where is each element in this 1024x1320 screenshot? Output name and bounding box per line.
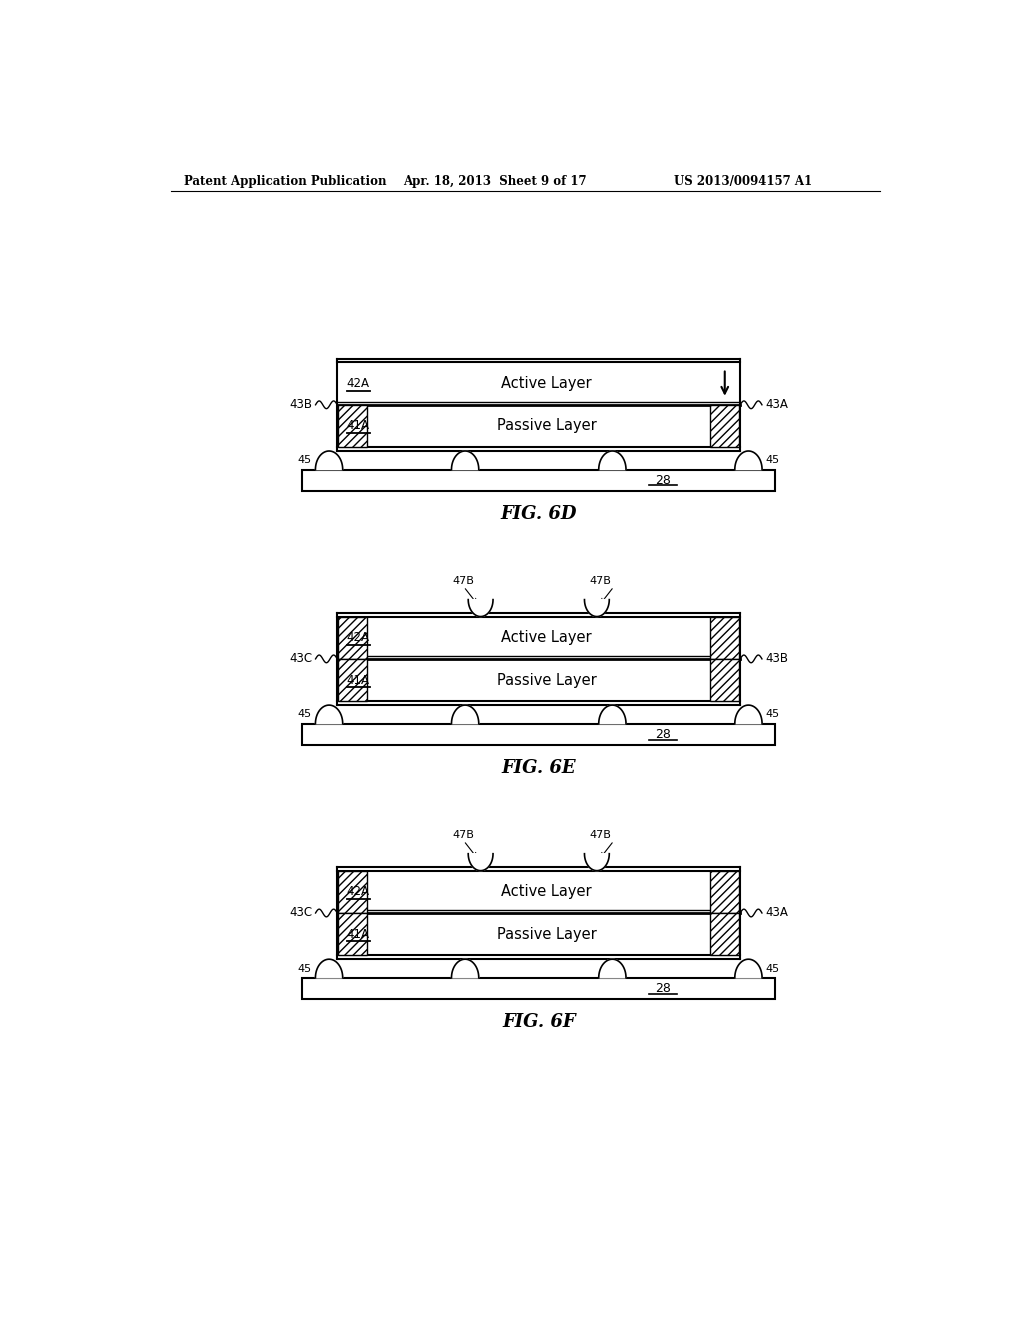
Polygon shape	[452, 705, 479, 723]
Text: 45: 45	[298, 709, 312, 719]
Text: 43B: 43B	[765, 652, 788, 665]
Text: Active Layer: Active Layer	[501, 376, 592, 391]
Bar	[338, 871, 368, 913]
Text: FIG. 6E: FIG. 6E	[502, 759, 577, 777]
Bar	[338, 913, 368, 956]
Text: 43B: 43B	[290, 399, 312, 412]
Text: 28: 28	[654, 729, 671, 741]
Text: FIG. 6D: FIG. 6D	[501, 506, 577, 523]
Polygon shape	[599, 451, 626, 470]
Text: US 2013/0094157 A1: US 2013/0094157 A1	[675, 176, 812, 189]
Bar	[337, 871, 740, 913]
Text: 28: 28	[654, 982, 671, 995]
Bar	[710, 659, 739, 701]
Text: 47A: 47A	[443, 479, 465, 490]
Polygon shape	[452, 451, 479, 470]
Text: 42A: 42A	[347, 378, 370, 391]
Bar	[302, 978, 775, 999]
Text: 45: 45	[766, 964, 779, 974]
Bar	[337, 405, 740, 447]
Text: Passive Layer: Passive Layer	[497, 418, 596, 433]
Text: 47A: 47A	[612, 479, 634, 490]
Bar	[337, 616, 740, 659]
Text: Apr. 18, 2013  Sheet 9 of 17: Apr. 18, 2013 Sheet 9 of 17	[403, 176, 587, 189]
Polygon shape	[735, 960, 762, 978]
Bar	[302, 723, 775, 746]
Polygon shape	[452, 960, 479, 978]
Polygon shape	[585, 599, 609, 616]
Text: 45: 45	[766, 455, 779, 466]
Text: 41A: 41A	[347, 673, 370, 686]
Text: 47A: 47A	[612, 987, 634, 998]
Text: 47A: 47A	[443, 734, 465, 743]
Text: 47B: 47B	[590, 576, 611, 586]
Text: Active Layer: Active Layer	[501, 884, 592, 899]
Polygon shape	[315, 705, 343, 723]
Text: 43A: 43A	[765, 399, 787, 412]
Text: 47A: 47A	[612, 734, 634, 743]
Text: 42A: 42A	[347, 886, 370, 899]
Text: 43C: 43C	[290, 907, 312, 920]
Text: 41A: 41A	[347, 420, 370, 433]
Bar	[338, 405, 368, 447]
Bar	[710, 616, 739, 659]
Polygon shape	[735, 705, 762, 723]
Polygon shape	[468, 854, 493, 871]
Polygon shape	[315, 960, 343, 978]
Bar	[710, 871, 739, 913]
Polygon shape	[468, 599, 493, 616]
Polygon shape	[585, 854, 609, 871]
Text: 45: 45	[298, 964, 312, 974]
Text: 47A: 47A	[443, 987, 465, 998]
Text: Passive Layer: Passive Layer	[497, 927, 596, 941]
Bar	[337, 363, 740, 405]
Text: 45: 45	[298, 455, 312, 466]
Text: 28: 28	[654, 474, 671, 487]
Polygon shape	[599, 960, 626, 978]
Text: 47B: 47B	[453, 830, 474, 840]
Text: FIG. 6F: FIG. 6F	[502, 1014, 575, 1031]
Text: 47B: 47B	[590, 830, 611, 840]
Text: 43C: 43C	[290, 652, 312, 665]
Text: Active Layer: Active Layer	[501, 630, 592, 645]
Bar	[710, 405, 739, 447]
Polygon shape	[599, 705, 626, 723]
Bar	[710, 913, 739, 956]
Bar	[302, 470, 775, 491]
Text: 47B: 47B	[453, 576, 474, 586]
Text: Passive Layer: Passive Layer	[497, 673, 596, 688]
Bar	[337, 913, 740, 956]
Polygon shape	[315, 451, 343, 470]
Bar	[337, 659, 740, 701]
Text: 42A: 42A	[347, 631, 370, 644]
Bar	[338, 659, 368, 701]
Polygon shape	[735, 451, 762, 470]
Bar	[338, 616, 368, 659]
Text: 43A: 43A	[765, 907, 787, 920]
Text: Patent Application Publication: Patent Application Publication	[183, 176, 386, 189]
Text: 41A: 41A	[347, 928, 370, 941]
Text: 45: 45	[766, 709, 779, 719]
